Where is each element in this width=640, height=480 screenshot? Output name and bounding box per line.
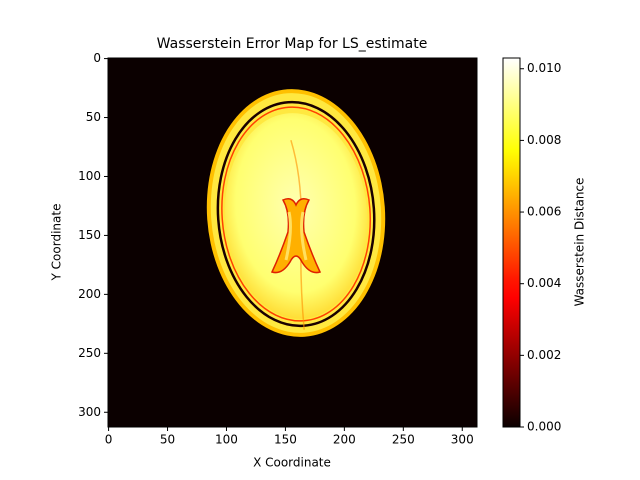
colorbar [502,57,521,428]
y-tick-label: 100 [78,169,101,183]
colorbar-tick-label: 0.008 [527,133,561,147]
y-tick-label: 200 [78,287,101,301]
axes-frame [107,57,478,428]
y-tick-label: 300 [78,405,101,419]
colorbar-tick-label: 0.010 [527,61,561,75]
x-tick-label: 150 [274,433,297,447]
x-axis-label: X Coordinate [253,456,331,470]
heatmap-image [108,58,477,427]
y-tick-label: 0 [93,51,101,65]
chart-title: Wasserstein Error Map for LS_estimate [157,36,428,52]
colorbar-tick-label: 0.000 [527,420,561,434]
x-tick-label: 300 [451,433,474,447]
x-tick-label: 0 [105,433,113,447]
colorbar-tick-label: 0.004 [527,276,561,290]
x-tick-label: 100 [215,433,238,447]
x-tick-label: 250 [392,433,415,447]
y-tick-label: 150 [78,228,101,242]
colorbar-label: Wasserstein Distance [573,178,587,307]
y-axis-label: Y Coordinate [50,204,64,282]
x-tick-label: 50 [160,433,175,447]
colorbar-tick-label: 0.006 [527,205,561,219]
y-tick-label: 250 [78,346,101,360]
x-tick-label: 200 [333,433,356,447]
y-tick-label: 50 [86,110,101,124]
colorbar-tick-label: 0.002 [527,348,561,362]
